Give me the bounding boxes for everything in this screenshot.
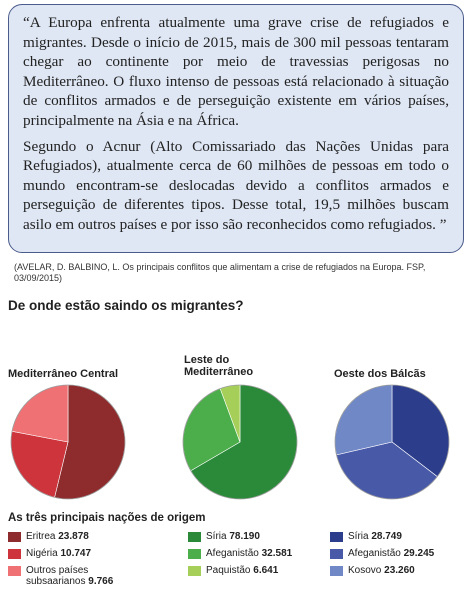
legend-name: Paquistão [206,565,251,576]
legend-swatch [8,532,21,542]
legend-value: 23.878 [58,531,89,542]
pie-title: Oeste dos Bálcãs [334,368,426,380]
legend-label: Síria 78.190 [206,531,321,542]
legend-name: Síria [348,531,369,542]
quote-box: “A Europa enfrenta atualmente uma grave … [8,4,464,253]
legend-name: Nigéria [26,548,58,559]
legend-value: 23.260 [384,565,415,576]
legend-label: Síria 28.749 [348,531,463,542]
pie-outline [334,384,450,500]
citation: (AVELAR, D. BALBINO, L. Os principais co… [14,262,426,283]
quote-paragraph: Segundo o Acnur (Alto Comissariado das N… [23,137,449,233]
legend-name: Kosovo [348,565,382,576]
legend-swatch [188,549,201,559]
legend-swatch [330,549,343,559]
pie-title: Leste do Mediterrâneo [184,354,254,378]
legend-swatch [8,549,21,559]
legend-value: 32.581 [261,548,293,559]
legend-name: Afeganistão [348,548,401,559]
legend-swatch [330,532,343,542]
legend-swatch [8,566,21,576]
legend-label: Paquistão 6.641 [206,565,321,576]
legend-name: Síria [206,531,227,542]
infographic-title: De onde estão saindo os migrantes? [8,298,244,313]
legend-swatch [188,566,201,576]
legend-swatch [330,566,343,576]
legend-label: Afeganistão 32.581 [206,548,321,559]
legend-label: Eritrea 23.878 [26,531,118,542]
legend-title: As três principais nações de origem [8,512,206,524]
legend-label: Nigéria 10.747 [26,548,118,559]
legend-name: Afeganistão [206,548,259,559]
pie-outline [182,384,298,500]
legend-name: Eritrea [26,531,56,542]
legend-name: Outros países subsaarianos [26,565,89,587]
pie-outline [10,384,126,500]
legend-value: 9.766 [88,576,114,587]
quote-paragraph: “A Europa enfrenta atualmente uma grave … [23,14,449,129]
legend-value: 29.245 [403,548,435,559]
legend-value: 10.747 [60,548,92,559]
legend-value: 28.749 [371,531,402,542]
legend-label: Afeganistão 29.245 [348,548,463,559]
pie-title: Mediterrâneo Central [8,368,119,380]
legend-label: Kosovo 23.260 [348,565,463,576]
legend-value: 6.641 [253,565,279,576]
legend-value: 78.190 [229,531,260,542]
legend-label: Outros países subsaarianos 9.766 [26,565,118,587]
legend-swatch [188,532,201,542]
